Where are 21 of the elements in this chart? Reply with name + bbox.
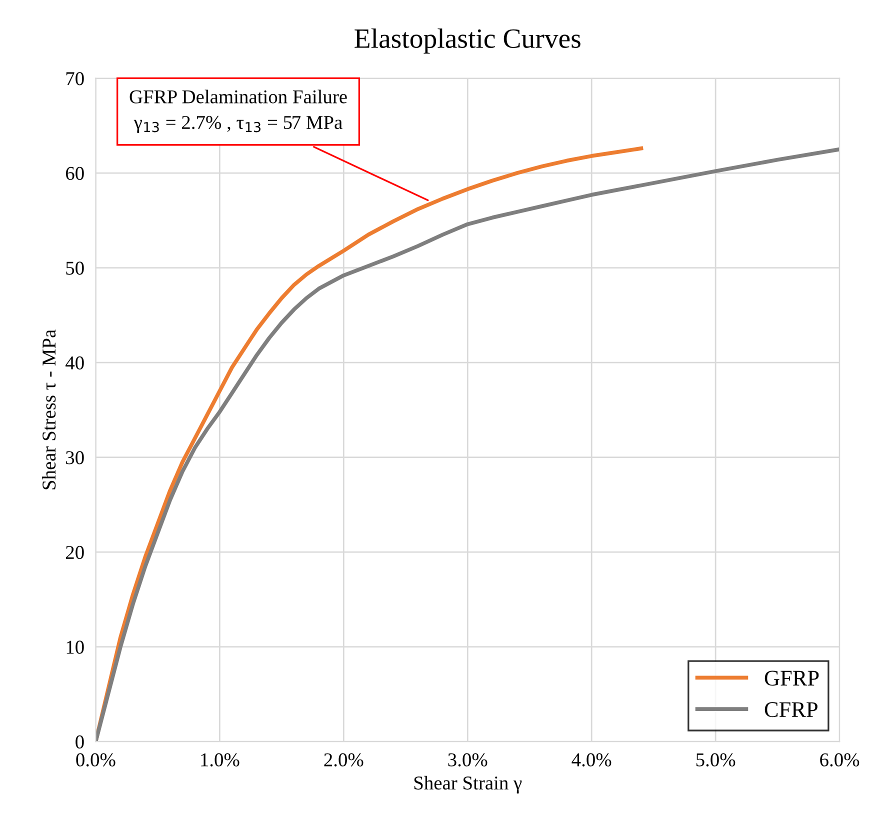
y-tick-label: 10: [66, 640, 84, 654]
x-tick-label: 5.0%: [696, 753, 736, 766]
x-axis-title: Shear Strain γ: [414, 776, 522, 794]
y-tick-label: 40: [66, 356, 84, 370]
y-axis-title: Shear Stress τ - MPa: [42, 330, 56, 490]
x-tick-label: 3.0%: [448, 753, 488, 766]
annotation: GFRP Delamination Failure γ$_{13}$ = 2.7% , τ$_{13}$ = 57 MPa: [130, 90, 347, 133]
y-tick-label: 70: [66, 72, 84, 86]
y-tick-label: 60: [66, 166, 84, 180]
legend-label: GFRP: [764, 670, 819, 686]
y-tick-label: 30: [66, 451, 84, 464]
legend-label: CFRP: [764, 702, 818, 718]
x-tick-label: 2.0%: [324, 753, 364, 766]
x-tick-label: 4.0%: [572, 753, 612, 766]
y-tick-label: 0: [76, 735, 84, 749]
y-tick-label: 50: [66, 262, 84, 275]
x-tick-label: 6.0%: [820, 753, 860, 766]
y-tick-label: 20: [66, 546, 84, 560]
x-tick-label: 0.0%: [76, 753, 116, 766]
chart-title: Elastoplastic Curves: [354, 28, 580, 54]
x-tick-label: 1.0%: [201, 753, 240, 766]
